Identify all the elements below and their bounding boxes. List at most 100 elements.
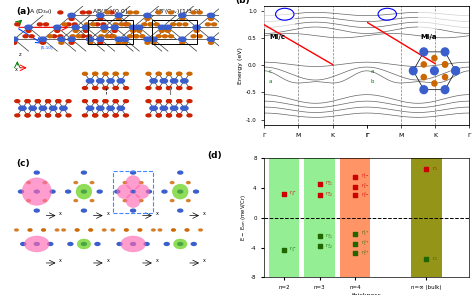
Circle shape	[115, 190, 120, 193]
Circle shape	[107, 79, 114, 83]
Circle shape	[36, 114, 40, 117]
Circle shape	[158, 229, 162, 231]
Circle shape	[26, 30, 31, 32]
Circle shape	[166, 87, 172, 89]
Circle shape	[93, 114, 98, 117]
Circle shape	[93, 87, 98, 89]
Circle shape	[44, 23, 48, 26]
Circle shape	[103, 87, 108, 89]
Circle shape	[156, 114, 161, 117]
Circle shape	[123, 72, 128, 75]
Circle shape	[125, 229, 128, 231]
Circle shape	[171, 106, 178, 110]
Circle shape	[66, 100, 71, 103]
Circle shape	[166, 100, 172, 103]
Circle shape	[90, 181, 94, 184]
Ellipse shape	[121, 236, 146, 252]
Circle shape	[40, 41, 46, 44]
Circle shape	[146, 190, 151, 193]
Text: $\Gamma_1^{2+}$: $\Gamma_1^{2+}$	[361, 239, 369, 249]
Circle shape	[162, 190, 167, 193]
Circle shape	[138, 229, 142, 231]
Circle shape	[123, 181, 127, 184]
Circle shape	[82, 114, 87, 117]
Ellipse shape	[22, 178, 51, 205]
Text: $\Gamma_2^-$: $\Gamma_2^-$	[289, 190, 297, 198]
Circle shape	[25, 114, 30, 117]
Circle shape	[87, 35, 91, 38]
Text: x: x	[203, 211, 206, 216]
Circle shape	[19, 106, 26, 110]
Circle shape	[100, 25, 108, 30]
Circle shape	[103, 100, 108, 103]
Circle shape	[177, 72, 182, 75]
Circle shape	[54, 25, 61, 30]
Circle shape	[181, 79, 188, 83]
Circle shape	[39, 37, 46, 41]
Circle shape	[93, 72, 98, 75]
Circle shape	[171, 79, 178, 83]
Circle shape	[177, 72, 182, 75]
Circle shape	[160, 106, 167, 110]
Circle shape	[25, 100, 30, 103]
Circle shape	[178, 171, 183, 174]
Circle shape	[146, 87, 151, 89]
Circle shape	[48, 242, 53, 245]
Point	[316, 182, 323, 187]
Circle shape	[58, 37, 65, 41]
Circle shape	[121, 37, 128, 41]
Circle shape	[29, 35, 34, 38]
Circle shape	[65, 190, 71, 193]
Circle shape	[205, 23, 210, 26]
Circle shape	[81, 11, 85, 14]
Point	[351, 251, 359, 256]
Circle shape	[58, 35, 63, 38]
Circle shape	[83, 30, 89, 32]
Bar	[152, 20, 197, 44]
Circle shape	[187, 100, 192, 103]
Circle shape	[68, 37, 75, 41]
Text: $\Gamma_1^{1-}$: $\Gamma_1^{1-}$	[361, 172, 369, 182]
Circle shape	[102, 30, 107, 32]
Circle shape	[86, 37, 94, 41]
Circle shape	[107, 106, 114, 110]
Circle shape	[39, 106, 46, 110]
Circle shape	[144, 242, 149, 245]
Circle shape	[29, 106, 36, 110]
Point	[316, 234, 323, 239]
Circle shape	[55, 229, 59, 231]
Circle shape	[15, 114, 20, 117]
Circle shape	[93, 100, 98, 103]
Ellipse shape	[76, 184, 92, 199]
Circle shape	[177, 114, 182, 117]
Circle shape	[116, 18, 121, 20]
Circle shape	[43, 199, 46, 202]
Text: [5-10]: [5-10]	[41, 45, 54, 49]
Circle shape	[148, 23, 153, 26]
Circle shape	[164, 242, 169, 245]
Circle shape	[179, 13, 186, 18]
Circle shape	[123, 114, 128, 117]
Circle shape	[115, 13, 122, 18]
Text: $\Gamma_{12}^-$: $\Gamma_{12}^-$	[325, 191, 333, 199]
Circle shape	[103, 114, 108, 117]
Circle shape	[12, 41, 17, 44]
Circle shape	[73, 30, 78, 32]
Circle shape	[148, 23, 153, 26]
Circle shape	[160, 79, 167, 83]
Circle shape	[103, 87, 108, 89]
Circle shape	[93, 114, 98, 117]
Circle shape	[15, 229, 18, 231]
Circle shape	[27, 199, 30, 202]
Circle shape	[180, 41, 185, 44]
Circle shape	[82, 25, 90, 30]
Text: $\Gamma_1$: $\Gamma_1$	[432, 165, 438, 173]
Circle shape	[97, 79, 104, 83]
Circle shape	[75, 229, 79, 231]
Ellipse shape	[77, 239, 91, 249]
Circle shape	[159, 30, 164, 32]
Circle shape	[209, 18, 213, 20]
Circle shape	[102, 229, 106, 231]
Text: (a): (a)	[16, 7, 31, 16]
Circle shape	[166, 72, 172, 75]
